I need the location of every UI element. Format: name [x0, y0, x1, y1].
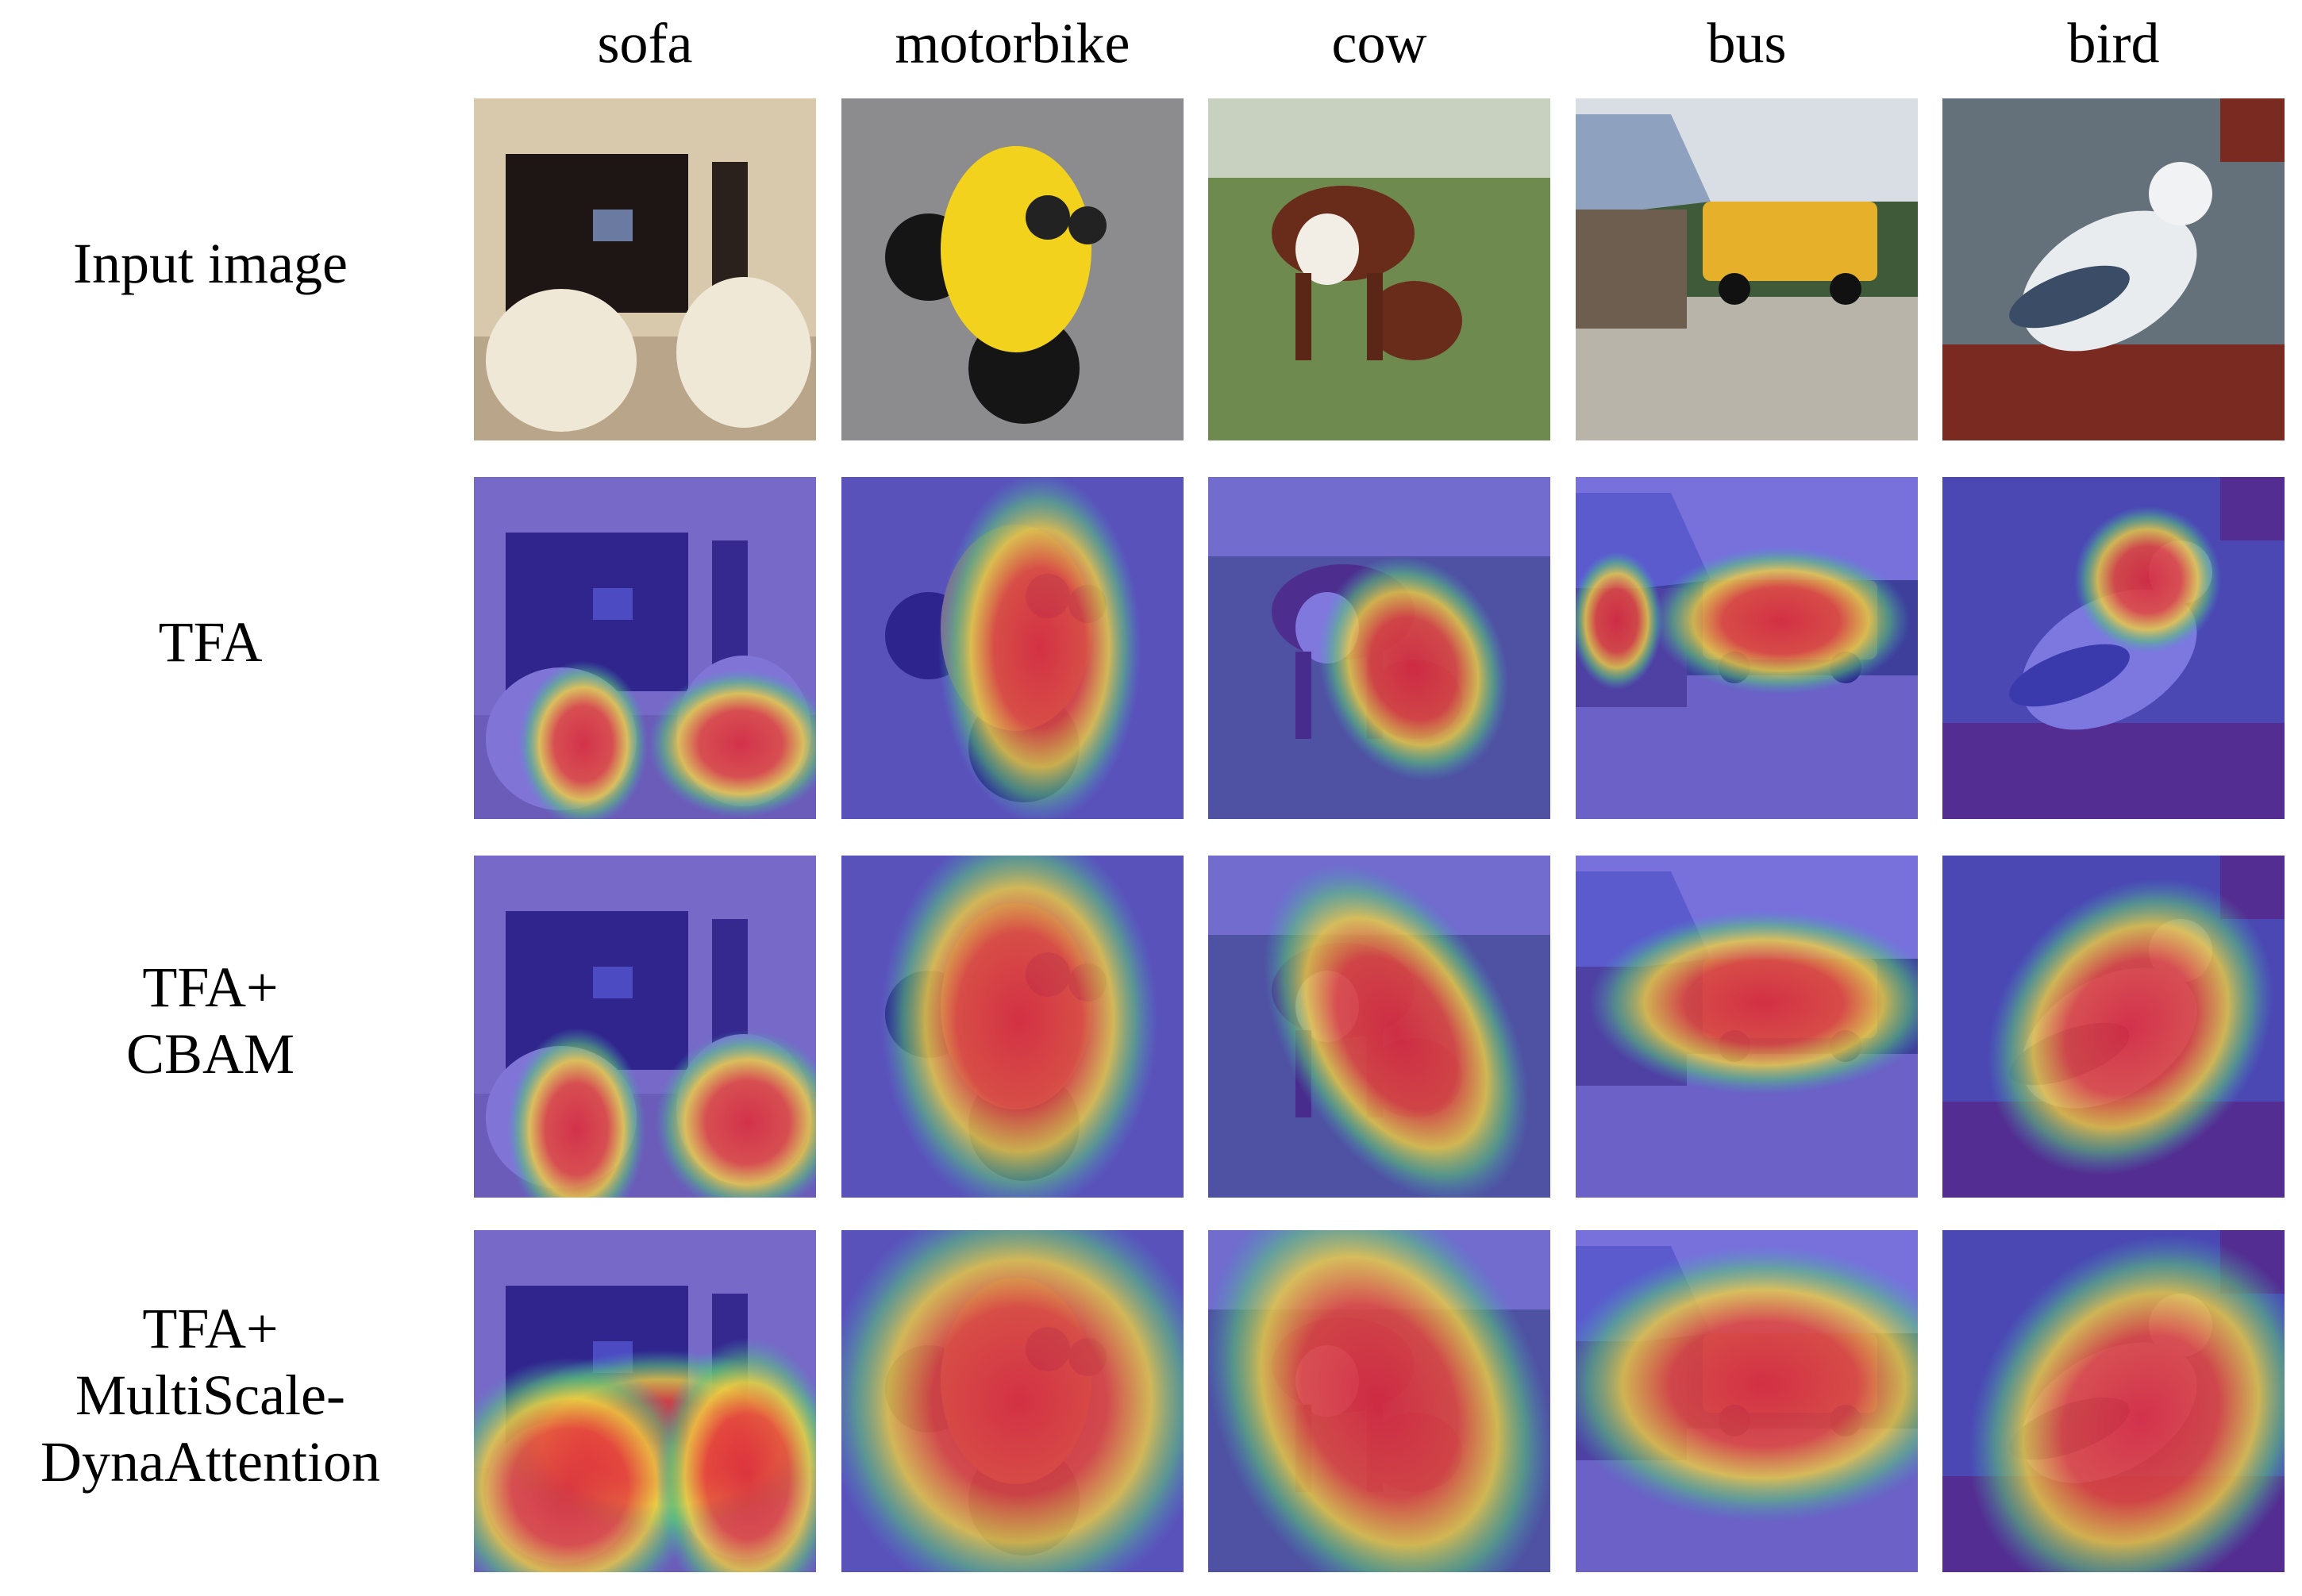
heatmap-blob	[1576, 551, 1663, 690]
row-label: MultiScale-	[75, 1363, 345, 1427]
row-label: CBAM	[126, 1022, 294, 1086]
row-label: TFA+	[142, 956, 278, 1019]
heatmap-blob	[2073, 506, 2222, 654]
heatmap-blob	[655, 1029, 816, 1198]
heatmap-blob	[474, 1357, 699, 1572]
row-label: DynaAttention	[40, 1430, 380, 1494]
image	[1576, 98, 1918, 440]
row-label: Input image	[73, 232, 348, 295]
image-cell	[474, 98, 816, 440]
heatmap-blob	[1987, 877, 2274, 1176]
image-cell	[841, 477, 1184, 819]
heatmap-blob	[1968, 1234, 2285, 1572]
heatmap-blob	[880, 856, 1158, 1198]
image	[474, 98, 816, 440]
heatmap-blob	[1208, 1230, 1550, 1572]
row-label: TFA+	[142, 1297, 278, 1360]
image-cell	[1942, 98, 2285, 440]
image-cell	[1942, 1230, 2285, 1572]
image-cell	[1942, 477, 2285, 819]
column-header: bus	[1707, 12, 1786, 75]
heatmap-blob	[648, 670, 816, 818]
heatmap-blob	[507, 1027, 646, 1198]
heatmap-blob	[841, 1230, 1184, 1572]
column-header: bird	[2068, 12, 2160, 75]
image-cell	[1576, 1230, 1918, 1572]
image-cell	[841, 856, 1184, 1198]
column-header: motorbike	[895, 12, 1130, 75]
image-cell	[841, 1230, 1184, 1572]
image-cell	[1208, 1230, 1550, 1572]
heatmap-blob	[1576, 1245, 1918, 1523]
row-label: TFA	[159, 610, 263, 674]
image-cell	[1208, 856, 1550, 1198]
column-header: cow	[1332, 12, 1427, 75]
image-cell	[1576, 477, 1918, 819]
image	[841, 98, 1184, 440]
image-cell	[1576, 98, 1918, 440]
image-cell	[1208, 477, 1550, 819]
heatmap-blob	[1651, 546, 1911, 695]
image-cell	[841, 98, 1184, 440]
image-cell	[474, 856, 816, 1198]
image-cell	[1942, 856, 2285, 1198]
heatmap-blob	[1588, 910, 1918, 1095]
heatmap-blob	[1263, 863, 1530, 1198]
heatmap-blob	[655, 1337, 816, 1572]
image-cell	[474, 1230, 816, 1572]
column-header: sofa	[598, 12, 693, 75]
image-cell	[1208, 98, 1550, 440]
image-cell	[474, 477, 816, 819]
image	[1208, 98, 1550, 440]
heatmap-blob	[1318, 555, 1509, 782]
heatmap-blob	[518, 660, 649, 819]
image	[1942, 98, 2285, 440]
heatmap-blob	[938, 477, 1141, 819]
image-cell	[1576, 856, 1918, 1198]
